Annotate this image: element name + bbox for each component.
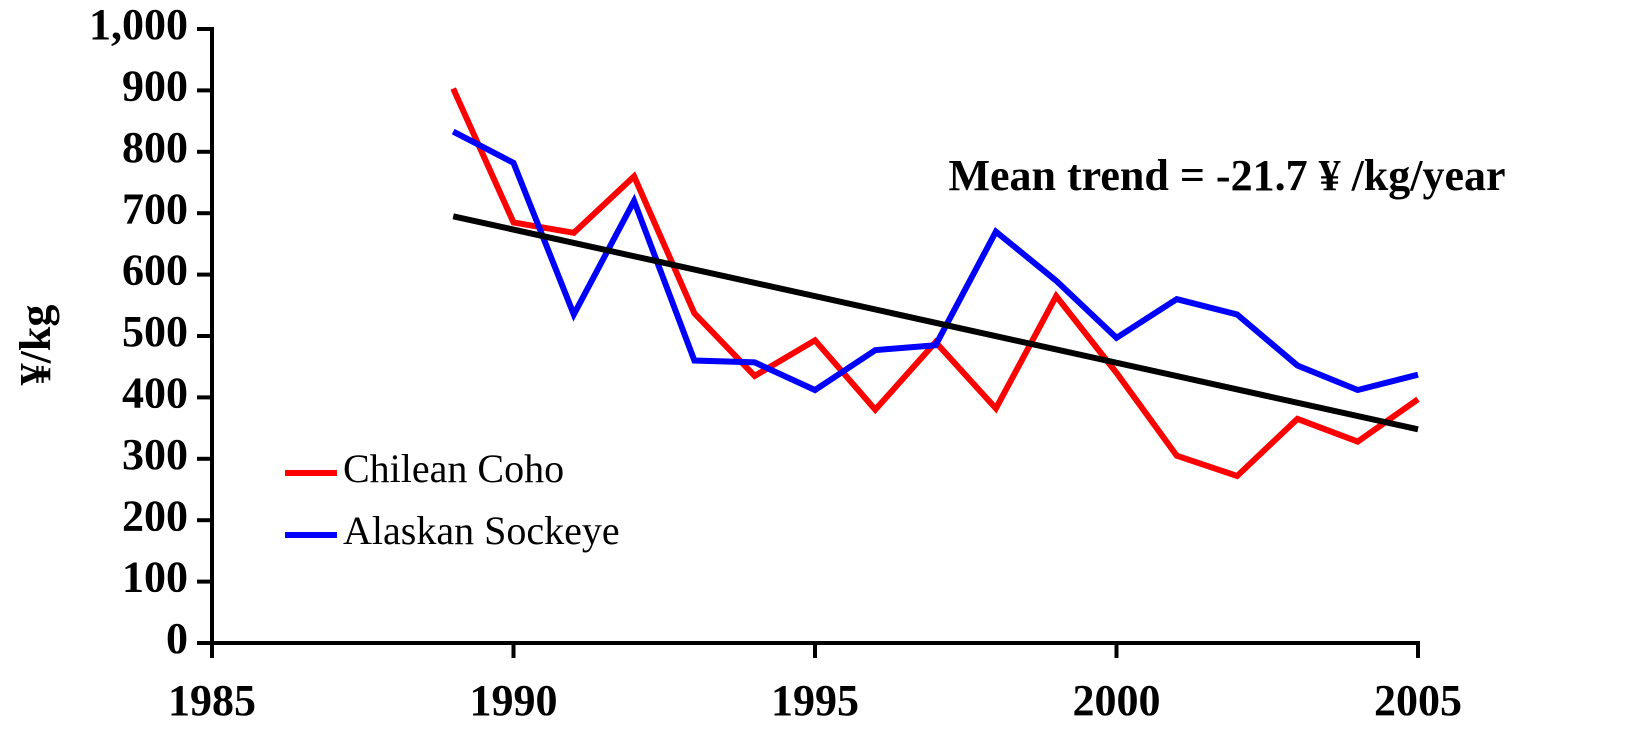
legend-label: Alaskan Sockeye bbox=[343, 508, 620, 553]
y-tick-label: 100 bbox=[122, 553, 188, 602]
trend-line bbox=[452, 213, 1419, 433]
y-tick-label: 900 bbox=[122, 61, 188, 110]
y-tick-label: 200 bbox=[122, 491, 188, 540]
data-line bbox=[450, 87, 1420, 480]
legend-label: Chilean Coho bbox=[343, 446, 564, 491]
y-tick-label: 700 bbox=[122, 184, 188, 233]
annotation: Mean trend = -21.7 ¥ /kg/year bbox=[948, 151, 1505, 200]
data-line bbox=[451, 128, 1419, 394]
y-tick-label: 800 bbox=[122, 123, 188, 172]
y-tick-label: 300 bbox=[122, 430, 188, 479]
x-tick-label: 1985 bbox=[168, 676, 256, 725]
x-tick-label: 2000 bbox=[1073, 676, 1161, 725]
y-tick-label: 1,000 bbox=[89, 0, 188, 49]
x-tick-label: 1995 bbox=[771, 676, 859, 725]
x-tick-label: 1990 bbox=[470, 676, 558, 725]
x-tick-label: 2005 bbox=[1374, 676, 1462, 725]
y-tick-label: 0 bbox=[166, 614, 188, 663]
y-tick-label: 600 bbox=[122, 246, 188, 295]
y-tick-label: 400 bbox=[122, 368, 188, 417]
y-axis-label: ¥/kg bbox=[11, 305, 60, 386]
y-tick-label: 500 bbox=[122, 307, 188, 356]
